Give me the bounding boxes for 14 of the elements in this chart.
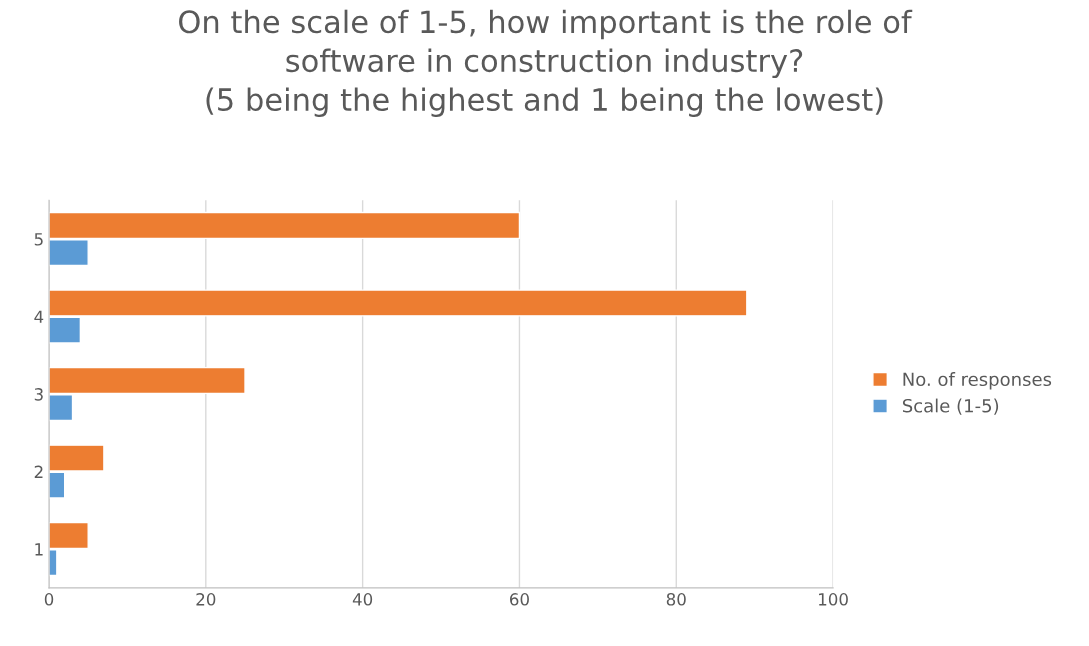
legend-label: No. of responses [903,372,1052,390]
y-tick-label: 4 [34,310,44,323]
x-tick-label: 0 [44,593,54,606]
y-tick-label: 3 [34,388,43,401]
chart-title: On the scale of 1-5, how important is the role of software in construction industry? (5 being the highest and 1 being the lowest) [179,9,913,117]
x-tick-label: 100 [819,593,848,606]
x-tick-label: 60 [510,593,529,606]
y-tick-label: 2 [34,465,43,478]
y-tick-label: 5 [34,233,43,246]
x-tick-label: 80 [666,593,686,606]
legend-label: Scale (1-5) [902,398,999,415]
x-tick-label: 20 [196,593,216,606]
x-tick-label: 40 [352,593,373,606]
y-tick-label: 1 [35,543,43,556]
